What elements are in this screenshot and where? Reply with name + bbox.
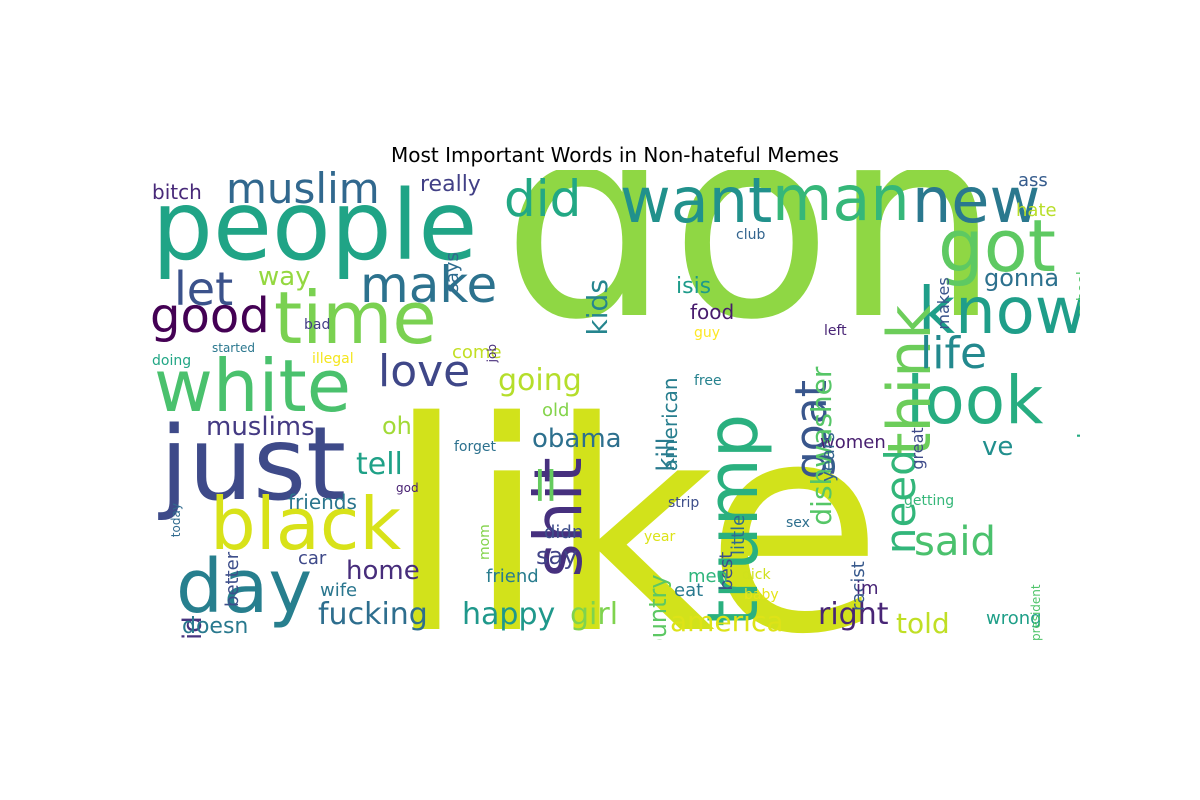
word-friends: friends xyxy=(288,490,357,514)
word-doesn: doesn xyxy=(182,614,249,639)
word-great: great xyxy=(908,427,927,470)
word-country: country xyxy=(644,574,672,640)
word-club: club xyxy=(736,227,766,243)
word-im: im xyxy=(856,578,879,599)
word-home: home xyxy=(346,556,420,586)
word-happy: happy xyxy=(462,597,556,632)
word-school: school xyxy=(1075,271,1080,317)
word-like: like xyxy=(386,361,884,641)
word-old: old xyxy=(542,400,570,421)
word-says: says xyxy=(442,252,463,293)
word-started: started xyxy=(212,341,255,355)
word-don: don xyxy=(502,170,1001,378)
word-girl: girl xyxy=(570,597,619,632)
word-obama: obama xyxy=(532,424,622,454)
word-american: american xyxy=(658,377,682,472)
word-mom: mom xyxy=(477,524,493,561)
word-muslim: muslim xyxy=(226,170,380,213)
word-time: time xyxy=(274,276,437,360)
word-isis: isis xyxy=(676,274,712,299)
word-ll: ll xyxy=(534,462,558,511)
word-bad: bad xyxy=(304,317,331,333)
word-food: food xyxy=(690,300,735,324)
word-america: america xyxy=(670,605,784,638)
word-said: said xyxy=(914,519,996,565)
word-president: president xyxy=(1029,584,1043,640)
word-fucking: fucking xyxy=(318,597,428,632)
word-friend: friend xyxy=(486,566,539,587)
word-hate: hate xyxy=(1016,200,1057,221)
word-tell: tell xyxy=(356,447,403,482)
word-really: really xyxy=(420,172,481,197)
word-love: love xyxy=(378,346,471,397)
word-got: got xyxy=(938,204,1056,288)
word-say: say xyxy=(536,542,578,570)
word-ve: ve xyxy=(982,432,1014,462)
word-sex: sex xyxy=(786,515,810,531)
word-way: way xyxy=(258,262,311,292)
word-year: year xyxy=(644,529,676,545)
word-free: free xyxy=(694,373,722,389)
chart-title: Most Important Words in Non-hateful Meme… xyxy=(391,143,839,167)
word-car: car xyxy=(298,548,327,569)
word-let: let xyxy=(174,262,234,316)
word-white: white xyxy=(154,344,352,428)
word-little: little xyxy=(728,514,749,555)
word-muslims: muslims xyxy=(206,412,315,442)
word-wrong: wrong xyxy=(986,608,1042,629)
word-ass: ass xyxy=(1018,170,1048,191)
word-want: want xyxy=(620,170,773,237)
word-illegal: illegal xyxy=(312,351,354,367)
word-didn: didn xyxy=(544,522,584,543)
word-makes: makes xyxy=(934,277,953,330)
word-forget: forget xyxy=(454,439,496,455)
word-did: did xyxy=(504,170,582,228)
word-know: know xyxy=(918,275,1080,349)
word-eat: eat xyxy=(674,580,704,601)
word-wife: wife xyxy=(320,580,358,601)
word-men: men xyxy=(688,566,729,587)
word-just: just xyxy=(160,405,347,524)
word-getting: getting xyxy=(904,493,955,509)
word-strip: strip xyxy=(668,495,700,511)
word-bitch: bitch xyxy=(152,180,202,204)
word-new: new xyxy=(912,170,1041,237)
word-people: people xyxy=(152,170,478,282)
word-kids: kids xyxy=(581,279,614,336)
word-women: women xyxy=(820,432,886,453)
word-today: today xyxy=(169,503,183,538)
word-gonna: gonna xyxy=(984,264,1060,292)
word-going: going xyxy=(498,363,582,398)
word-guy: guy xyxy=(694,325,721,341)
word-told: told xyxy=(896,607,950,640)
word-life: life xyxy=(920,328,988,379)
word-black: black xyxy=(210,482,402,566)
word-better: better xyxy=(222,551,243,607)
word-stop: stop xyxy=(1072,399,1080,452)
word-come: come xyxy=(452,342,502,363)
word-man: man xyxy=(772,170,910,235)
word-oh: oh xyxy=(382,412,412,440)
word-look: look xyxy=(906,362,1044,439)
word-day: day xyxy=(176,544,313,630)
word-make: make xyxy=(360,256,498,314)
word-baby: baby xyxy=(744,587,779,603)
word-years: years xyxy=(818,432,839,482)
word-dick: dick xyxy=(742,567,771,583)
word-job: job xyxy=(485,344,499,363)
word-right: right xyxy=(818,597,889,632)
word-god: god xyxy=(396,481,419,495)
word-doing: doing xyxy=(152,353,192,369)
word-left: left xyxy=(824,323,847,339)
word-cloud: like don people just white black time day want ma… xyxy=(150,170,1080,640)
word-good: good xyxy=(150,288,270,344)
